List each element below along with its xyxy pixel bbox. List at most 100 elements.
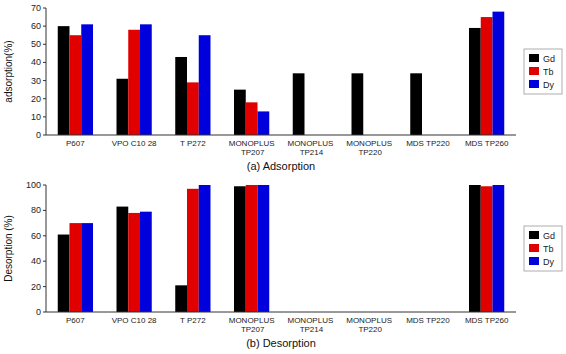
bar (81, 223, 93, 312)
bar (117, 207, 129, 312)
x-tick-label: P607 (66, 316, 85, 325)
y-tick-label: 60 (31, 231, 41, 241)
x-tick-label: MONOPLUS TP207 (229, 316, 275, 334)
bar (246, 102, 258, 135)
x-tick-label: MONOPLUS TP220 (346, 316, 392, 334)
x-axis-line (46, 312, 516, 313)
bar (410, 73, 422, 135)
x-axis-label: (b) Desorption (246, 337, 316, 349)
x-tick-label: MONOPLUS TP214 (287, 316, 333, 334)
legend-label: Tb (543, 67, 554, 77)
bar (187, 189, 199, 312)
bar (493, 185, 505, 312)
x-axis-label: (a) Adsorption (247, 160, 315, 172)
legend-label: Gd (543, 54, 555, 64)
x-tick-label-line: MONOPLUS (346, 139, 392, 148)
bar (234, 186, 246, 312)
legend-frame (524, 226, 562, 271)
bar (481, 17, 493, 135)
bars (58, 185, 505, 312)
x-tick-label: MONOPLUS TP220 (346, 139, 392, 157)
x-tick-label: MDS TP260 (465, 139, 509, 148)
y-tick (43, 261, 46, 262)
x-tick-label-line: MONOPLUS (346, 316, 392, 325)
bar (469, 185, 481, 312)
legend-frame (524, 49, 562, 94)
y-tick (43, 312, 46, 313)
x-tick-label-line: MONOPLUS (229, 316, 275, 325)
legend-swatch (529, 231, 539, 239)
y-axis-line (46, 185, 47, 312)
bar (70, 35, 82, 135)
x-tick-label-line: TP207 (239, 148, 265, 157)
x-tick-label: MONOPLUS TP214 (287, 139, 333, 157)
legend-swatch (529, 244, 539, 252)
y-tick-label: 30 (31, 76, 41, 86)
y-tick (43, 62, 46, 63)
y-tick-label: 60 (31, 21, 41, 31)
bar (187, 82, 199, 135)
x-tick-label: VPO C10 28 (112, 316, 157, 325)
bar (140, 24, 152, 135)
y-tick (43, 26, 46, 27)
bar (128, 30, 140, 135)
bar (140, 212, 152, 312)
x-tick-label: MONOPLUS TP207 (229, 139, 275, 157)
panel: 010203040506070P607VPO C10 28T P272MONOP… (3, 3, 562, 172)
y-axis-label: adsorption(%) (3, 40, 14, 102)
legend-label: Tb (543, 244, 554, 254)
y-tick-label: 80 (31, 205, 41, 215)
x-tick-label-line: TP214 (298, 148, 324, 157)
x-tick-label: MDS TP220 (406, 316, 450, 325)
bar (70, 223, 82, 312)
x-tick-label: MDS TP220 (406, 139, 450, 148)
y-axis-label: Desorption (%) (3, 215, 14, 282)
x-tick-label-line: TP220 (356, 325, 382, 334)
legend-swatch (529, 257, 539, 265)
x-tick-label-line: TP220 (356, 148, 382, 157)
legend-swatch (529, 54, 539, 62)
bars (58, 12, 505, 135)
y-tick-label: 20 (31, 94, 41, 104)
bar (175, 57, 187, 135)
y-tick (43, 135, 46, 136)
x-tick-label-line: TP214 (298, 325, 324, 334)
legend-label: Dy (543, 257, 554, 267)
x-tick-label: MDS TP260 (465, 316, 509, 325)
bar (58, 26, 70, 135)
legend-swatch (529, 67, 539, 75)
y-tick-label: 40 (31, 256, 41, 266)
legend-label: Dy (543, 80, 554, 90)
legend: Gd Tb Dy (524, 49, 562, 94)
y-tick-label: 70 (31, 3, 41, 13)
x-tick-label: T P272 (180, 316, 206, 325)
bar (81, 24, 93, 135)
legend-label: Gd (543, 231, 555, 241)
y-tick (43, 235, 46, 236)
y-tick (43, 44, 46, 45)
x-axis-line (46, 135, 516, 136)
bar (199, 185, 211, 312)
y-tick (43, 116, 46, 117)
y-tick-label: 100 (26, 180, 41, 190)
panel: 020406080100P607VPO C10 28T P272MONOPLUS… (3, 180, 562, 349)
bar (493, 12, 505, 135)
x-tick-label-line: TP207 (239, 325, 265, 334)
bar (258, 185, 270, 312)
x-tick-label-line: MONOPLUS (229, 139, 275, 148)
y-tick-label: 0 (36, 130, 41, 140)
x-tick-label: VPO C10 28 (112, 139, 157, 148)
x-tick-label-line: MONOPLUS (287, 139, 333, 148)
y-tick-label: 50 (31, 39, 41, 49)
bar (258, 111, 270, 135)
x-tick-label: T P272 (180, 139, 206, 148)
bar (58, 235, 70, 312)
bar (117, 79, 129, 135)
legend-swatch (529, 80, 539, 88)
bar (175, 285, 187, 312)
y-tick-label: 0 (36, 307, 41, 317)
bar (128, 213, 140, 312)
y-axis-line (46, 8, 47, 135)
y-tick (43, 185, 46, 186)
x-tick-label-line: MONOPLUS (287, 316, 333, 325)
